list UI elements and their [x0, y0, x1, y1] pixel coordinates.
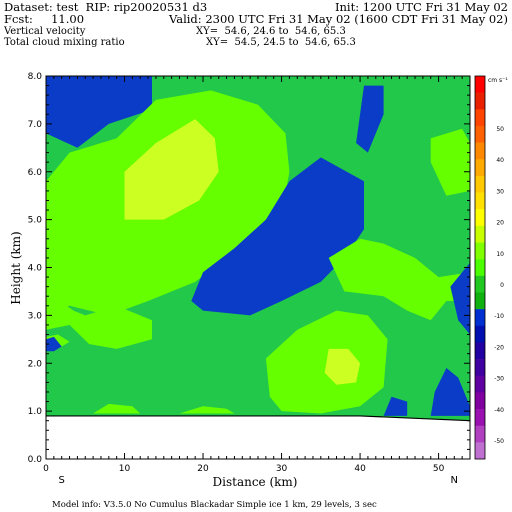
x-axis-label: Distance (km) [213, 475, 298, 489]
footer-model-info: Model info: V3.5.0 No Cumulus Blackadar … [52, 500, 377, 510]
colorbar-swatch [475, 192, 485, 210]
y-tick-label: 0.0 [28, 455, 43, 465]
colorbar-swatch [475, 442, 485, 460]
colorbar-swatch [475, 225, 485, 243]
terrain-line [46, 415, 470, 422]
colorbar-swatch [475, 359, 485, 377]
colorbar-swatch [475, 409, 485, 426]
valid-time-label: Valid: 2300 UTC Fri 31 May 02 (1600 CDT … [168, 12, 508, 26]
y-tick-label: 7.0 [28, 120, 43, 130]
colorbar-swatch [475, 325, 485, 343]
colorbar-unit: cm s⁻¹ [488, 77, 508, 84]
y-tick-label: 8.0 [28, 72, 43, 82]
contour-region-positive_light [46, 291, 152, 349]
contour-region-positive_light [328, 238, 470, 321]
colorbar-label: 30 [496, 188, 504, 195]
colorbar-label: -20 [494, 344, 504, 351]
colorbar-swatch [475, 109, 485, 127]
contour-region-positive_strong [124, 119, 219, 220]
colorbar-swatch [475, 259, 485, 277]
x-tick-label: 10 [119, 464, 131, 474]
colorbar-label: -30 [494, 376, 504, 383]
axes: 0 10 20 30 40 50 0.0 1.0 2.0 3.0 4.0 5.0 6.0 7.0 8.0 S N [28, 72, 471, 486]
contour-region-negative [383, 396, 408, 416]
colorbar: cm s⁻¹ 50 40 30 20 10 0 -10 -20 -30 -40 -50 [474, 75, 508, 460]
y-tick-label: 2.0 [28, 359, 43, 369]
field1-label: Vertical velocity [4, 26, 86, 37]
colorbar-label: 10 [496, 251, 504, 258]
x-tick-label: 20 [197, 464, 209, 474]
y-tick-label: 1.0 [28, 407, 43, 417]
colorbar-swatch [475, 275, 485, 293]
colorbar-swatch [475, 242, 485, 260]
contour-region-negative [430, 368, 470, 416]
x-tick-label: 40 [354, 464, 366, 474]
colorbar-swatch [475, 342, 485, 360]
contour-region-positive_light [93, 403, 141, 414]
contour-region-positive_strong [324, 348, 361, 385]
x-tick-label: 30 [276, 464, 288, 474]
colorbar-label: -40 [494, 407, 504, 414]
x-tick-label: 50 [433, 464, 445, 474]
colorbar-label: 20 [496, 220, 504, 227]
forecast-hour-label: Fcst: 11.00 [4, 12, 85, 26]
colorbar-swatch [475, 76, 485, 93]
dataset-label: Dataset: test RIP: rip20020531 d3 [4, 0, 208, 14]
contour-region-negative [46, 76, 152, 148]
colorbar-swatch [475, 309, 485, 327]
y-tick-label: 4.0 [28, 264, 43, 274]
south-label: S [59, 475, 65, 486]
colorbar-swatch [475, 292, 485, 310]
colorbar-swatch [475, 425, 485, 443]
colorbar-swatch [475, 175, 485, 193]
y-tick-label: 3.0 [28, 311, 43, 321]
init-time-label: Init: 1200 UTC Fri 31 May 02 [334, 0, 508, 14]
contour-region-negative [356, 85, 384, 153]
contour-region-positive_light [430, 128, 470, 196]
contour-region-negative [191, 157, 364, 316]
field1-xy-label: XY= 54.6, 24.6 to 54.6, 65.3 [196, 26, 346, 37]
colorbar-label: 0 [500, 282, 504, 289]
plot-area [46, 76, 470, 459]
contour-region-negative [46, 336, 62, 352]
colorbar-swatch [475, 159, 485, 177]
terrain-mask [46, 415, 470, 459]
north-label: N [451, 475, 458, 486]
contour-region-positive_light [179, 406, 235, 414]
colorbar-swatch [475, 142, 485, 160]
colorbar-frame [474, 75, 486, 460]
y-axis-label: Height (km) [9, 231, 23, 304]
colorbar-swatch [475, 375, 485, 393]
colorbar-swatch [475, 392, 485, 410]
field2-label: Total cloud mixing ratio [4, 37, 125, 48]
x-tick-label: 0 [43, 464, 49, 474]
colorbar-label: 50 [496, 126, 504, 133]
field2-xy-label: XY= 54.5, 24.5 to 54.6, 65.3 [206, 37, 356, 48]
colorbar-swatch [475, 125, 485, 143]
colorbar-label: 40 [496, 157, 504, 164]
contour-region-negative [450, 262, 470, 335]
colorbar-label: -50 [494, 438, 504, 445]
y-tick-label: 5.0 [28, 216, 43, 226]
colorbar-label: -10 [494, 313, 504, 320]
colorbar-swatch [475, 209, 485, 227]
colorbar-swatch [475, 92, 485, 110]
y-tick-label: 6.0 [28, 168, 43, 178]
